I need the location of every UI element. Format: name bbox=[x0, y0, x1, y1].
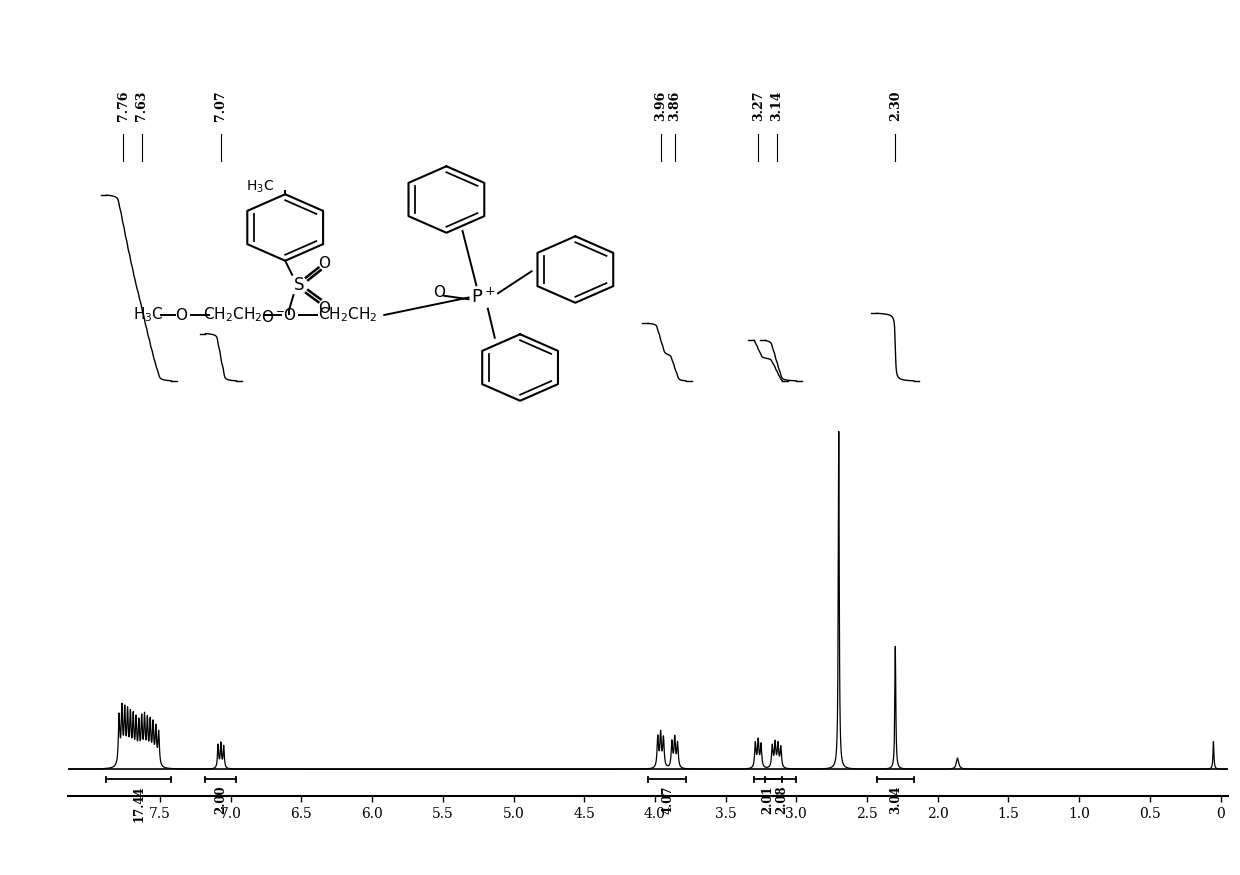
Text: $\mathregular{CH_2CH_2}$: $\mathregular{CH_2CH_2}$ bbox=[202, 305, 262, 325]
Text: 4.07: 4.07 bbox=[661, 786, 675, 814]
Text: $\mathregular{CH_2CH_2}$: $\mathregular{CH_2CH_2}$ bbox=[317, 305, 377, 325]
Text: 3.86: 3.86 bbox=[668, 90, 681, 121]
Text: $\mathregular{O}$: $\mathregular{O}$ bbox=[433, 284, 446, 300]
Text: 2.08: 2.08 bbox=[776, 786, 789, 814]
Text: 3.96: 3.96 bbox=[655, 90, 667, 121]
Text: $\mathregular{H_3C}$: $\mathregular{H_3C}$ bbox=[133, 305, 164, 325]
Text: 7.63: 7.63 bbox=[135, 90, 149, 121]
Text: 3.04: 3.04 bbox=[889, 786, 901, 814]
Text: 2.30: 2.30 bbox=[889, 90, 901, 121]
Text: 3.27: 3.27 bbox=[751, 90, 765, 121]
Text: 7.07: 7.07 bbox=[215, 90, 227, 121]
Text: $\mathregular{P^+}$: $\mathregular{P^+}$ bbox=[471, 288, 496, 307]
Text: $\mathregular{O}$: $\mathregular{O}$ bbox=[175, 307, 188, 323]
Text: 3.14: 3.14 bbox=[770, 90, 784, 121]
Text: 17.44: 17.44 bbox=[133, 786, 145, 822]
Text: 2.00: 2.00 bbox=[215, 786, 227, 814]
Text: $\mathregular{O}$: $\mathregular{O}$ bbox=[283, 307, 296, 323]
Text: $\mathregular{O^-}$: $\mathregular{O^-}$ bbox=[262, 309, 285, 325]
Text: $\mathregular{S}$: $\mathregular{S}$ bbox=[293, 276, 305, 294]
Text: 7.76: 7.76 bbox=[117, 90, 130, 121]
Text: $\mathregular{H_3C}$: $\mathregular{H_3C}$ bbox=[246, 179, 274, 195]
Text: $\mathregular{O}$: $\mathregular{O}$ bbox=[317, 255, 331, 270]
Text: 2.01: 2.01 bbox=[761, 786, 775, 814]
Text: $\mathregular{O}$: $\mathregular{O}$ bbox=[317, 300, 331, 316]
